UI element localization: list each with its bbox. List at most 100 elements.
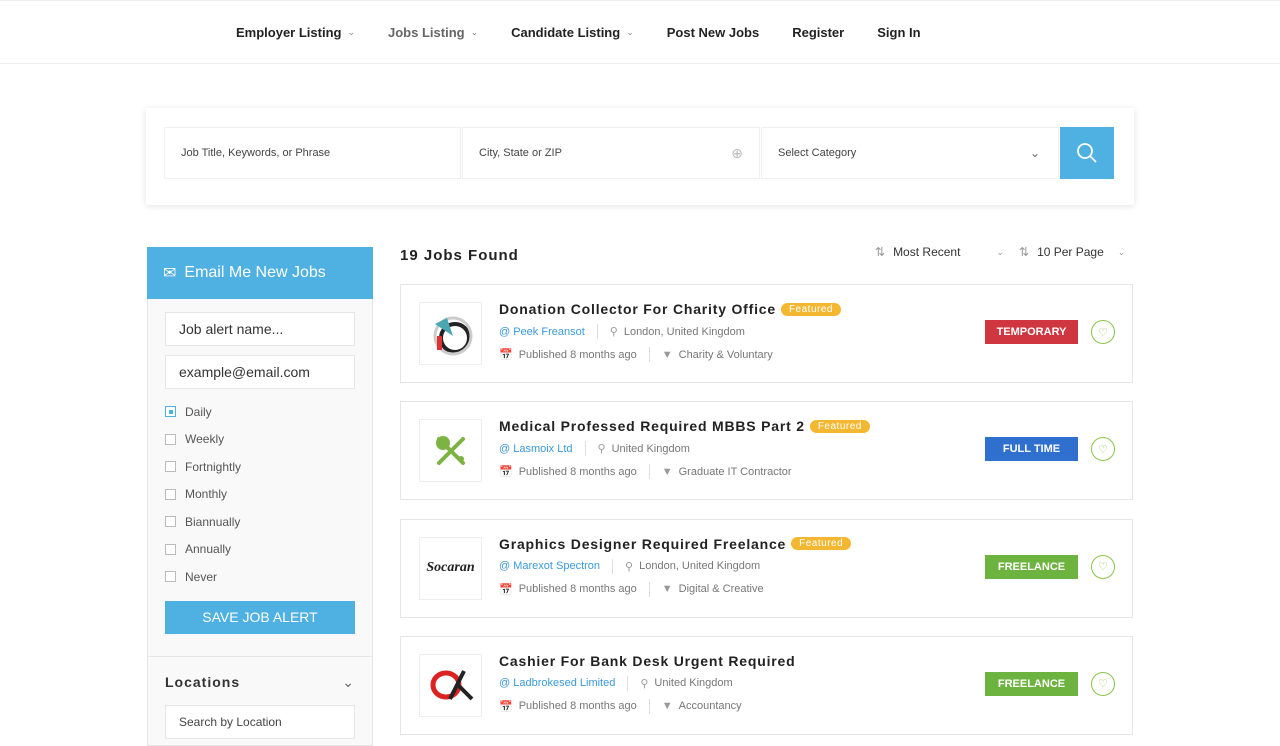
frequency-never[interactable]: Never bbox=[165, 563, 355, 591]
location-search-input[interactable]: Search by Location bbox=[165, 705, 355, 739]
checkbox[interactable] bbox=[165, 461, 176, 473]
nav-jobs-listing[interactable]: Jobs Listing ⌄ bbox=[388, 25, 478, 40]
checkbox[interactable] bbox=[165, 433, 176, 445]
job-card[interactable]: Donation Collector For Charity Office Fea… bbox=[400, 284, 1133, 383]
checkbox[interactable] bbox=[165, 406, 176, 418]
sort-icon: ⇅ bbox=[1019, 245, 1030, 259]
nav-label: Jobs Listing bbox=[388, 24, 465, 40]
featured-badge: Featured bbox=[780, 302, 841, 316]
job-type-badge: TEMPORARY bbox=[985, 320, 1078, 344]
frequency-daily[interactable]: Daily bbox=[165, 398, 355, 426]
chevron-down-icon: ⌄ bbox=[470, 26, 479, 37]
job-alert-panel: ✉ Email Me New Jobs Job alert name... exa… bbox=[147, 247, 373, 700]
job-card[interactable]: Medical Professed Required MBBS Part 2 Fe… bbox=[400, 401, 1133, 501]
nav-register[interactable]: Register bbox=[792, 24, 845, 40]
locations-title: Locations bbox=[165, 674, 241, 690]
job-title-text: Cashier For Bank Desk Urgent Required bbox=[499, 652, 796, 669]
frequency-label: Monthly bbox=[185, 487, 228, 502]
company-link[interactable]: @ Marexot Spectron bbox=[499, 560, 601, 573]
heart-icon[interactable]: ♡ bbox=[1091, 554, 1115, 579]
filter-icon: ▼ bbox=[661, 583, 673, 596]
published-date: Published 8 months ago bbox=[518, 583, 637, 596]
checkbox[interactable] bbox=[165, 488, 176, 500]
nav-sign-in[interactable]: Sign In bbox=[877, 24, 921, 40]
job-category: Graduate IT Contractor bbox=[678, 465, 792, 478]
map-pin-icon: ⚲ bbox=[597, 443, 606, 456]
frequency-monthly[interactable]: Monthly bbox=[165, 481, 355, 509]
company-link[interactable]: @ Peek Freansot bbox=[499, 325, 585, 338]
locations-header[interactable]: Locations ⌄ bbox=[165, 674, 355, 691]
job-title[interactable]: Graphics Designer Required Freelance Feat… bbox=[499, 535, 852, 552]
location-input[interactable]: City, State or ZIP ⊕ bbox=[462, 127, 760, 179]
job-card[interactable]: Socaran Graphics Designer Required Freel… bbox=[400, 518, 1133, 618]
search-bar: Job Title, Keywords, or Phrase City, Sta… bbox=[146, 108, 1134, 205]
frequency-fortnightly[interactable]: Fortnightly bbox=[165, 453, 355, 481]
job-category: Digital & Creative bbox=[678, 583, 764, 596]
chevron-down-icon: ⌄ bbox=[342, 674, 355, 690]
chevron-down-icon: ⌄ bbox=[1117, 246, 1126, 257]
nav-candidate-listing[interactable]: Candidate Listing ⌄ bbox=[511, 25, 634, 40]
job-card[interactable]: Cashier For Bank Desk Urgent Required @ … bbox=[400, 635, 1133, 735]
heart-icon[interactable]: ♡ bbox=[1091, 671, 1115, 696]
job-alert-title: Email Me New Jobs bbox=[184, 264, 326, 281]
nav-label: Candidate Listing bbox=[511, 24, 621, 40]
frequency-label: Never bbox=[185, 569, 218, 584]
job-type-badge: FULL TIME bbox=[985, 437, 1078, 462]
job-type-badge: FREELANCE bbox=[985, 554, 1078, 579]
company-link[interactable]: @ Ladbrokesed Limited bbox=[499, 677, 616, 690]
featured-badge: Featured bbox=[809, 419, 870, 433]
chevron-down-icon: ⌄ bbox=[1029, 146, 1040, 160]
heart-icon[interactable]: ♡ bbox=[1091, 437, 1115, 462]
frequency-annually[interactable]: Annually bbox=[165, 536, 355, 564]
calendar-icon: 📅 bbox=[499, 466, 513, 479]
company-logo[interactable] bbox=[419, 302, 482, 365]
filter-icon: ▼ bbox=[661, 348, 673, 361]
job-location: United Kingdom bbox=[654, 677, 733, 690]
company-logo[interactable] bbox=[419, 653, 482, 717]
job-type-badge: FREELANCE bbox=[985, 671, 1078, 696]
chevron-down-icon: ⌄ bbox=[626, 26, 634, 37]
search-icon bbox=[1077, 143, 1097, 163]
locate-icon[interactable]: ⊕ bbox=[731, 144, 743, 161]
job-location: London, United Kingdom bbox=[639, 560, 761, 573]
calendar-icon: 📅 bbox=[499, 700, 513, 713]
job-title-text: Medical Professed Required MBBS Part 2 bbox=[499, 418, 805, 435]
job-location: United Kingdom bbox=[611, 442, 690, 455]
published-date: Published 8 months ago bbox=[518, 700, 637, 713]
keyword-input[interactable]: Job Title, Keywords, or Phrase bbox=[164, 127, 461, 179]
job-title[interactable]: Donation Collector For Charity Office Fea… bbox=[499, 301, 841, 317]
frequency-label: Annually bbox=[185, 542, 232, 557]
sort-select[interactable]: ⇅ Most Recent ⌄ bbox=[875, 245, 1004, 259]
company-link[interactable]: @ Lasmoix Ltd bbox=[499, 442, 573, 455]
map-pin-icon: ⚲ bbox=[640, 677, 649, 690]
frequency-biannually[interactable]: Biannually bbox=[165, 508, 355, 536]
locations-panel: Locations ⌄ Search by Location bbox=[147, 656, 373, 746]
job-location: London, United Kingdom bbox=[623, 325, 745, 338]
filter-icon: ▼ bbox=[661, 465, 673, 478]
frequency-weekly[interactable]: Weekly bbox=[165, 426, 355, 454]
job-alert-header: ✉ Email Me New Jobs bbox=[147, 247, 373, 299]
job-title[interactable]: Cashier For Bank Desk Urgent Required bbox=[499, 653, 795, 669]
frequency-label: Biannually bbox=[185, 514, 241, 529]
alert-email-input[interactable]: example@email.com bbox=[165, 355, 355, 389]
map-pin-icon: ⚲ bbox=[625, 560, 634, 573]
sort-value: Most Recent bbox=[893, 245, 961, 259]
save-job-alert-button[interactable]: SAVE JOB ALERT bbox=[165, 600, 355, 634]
heart-icon[interactable]: ♡ bbox=[1091, 320, 1115, 344]
company-logo[interactable] bbox=[419, 419, 482, 483]
alert-name-input[interactable]: Job alert name... bbox=[165, 312, 355, 346]
job-title-text: Graphics Designer Required Freelance bbox=[499, 535, 787, 552]
main-nav: Employer Listing ⌄ Jobs Listing ⌄ Candidat… bbox=[0, 0, 1280, 64]
per-page-select[interactable]: ⇅ 10 Per Page ⌄ bbox=[1019, 245, 1125, 259]
nav-post-new-jobs[interactable]: Post New Jobs bbox=[666, 24, 760, 40]
nav-employer-listing[interactable]: Employer Listing ⌄ bbox=[236, 25, 355, 40]
checkbox[interactable] bbox=[165, 571, 176, 583]
checkbox[interactable] bbox=[165, 516, 176, 528]
job-category: Accountancy bbox=[678, 700, 742, 713]
checkbox[interactable] bbox=[165, 543, 176, 555]
company-logo[interactable]: Socaran bbox=[419, 536, 482, 600]
job-title[interactable]: Medical Professed Required MBBS Part 2 Fe… bbox=[499, 418, 870, 434]
calendar-icon: 📅 bbox=[499, 349, 513, 361]
search-button[interactable] bbox=[1060, 127, 1114, 179]
category-select[interactable]: Select Category ⌄ bbox=[761, 127, 1059, 179]
